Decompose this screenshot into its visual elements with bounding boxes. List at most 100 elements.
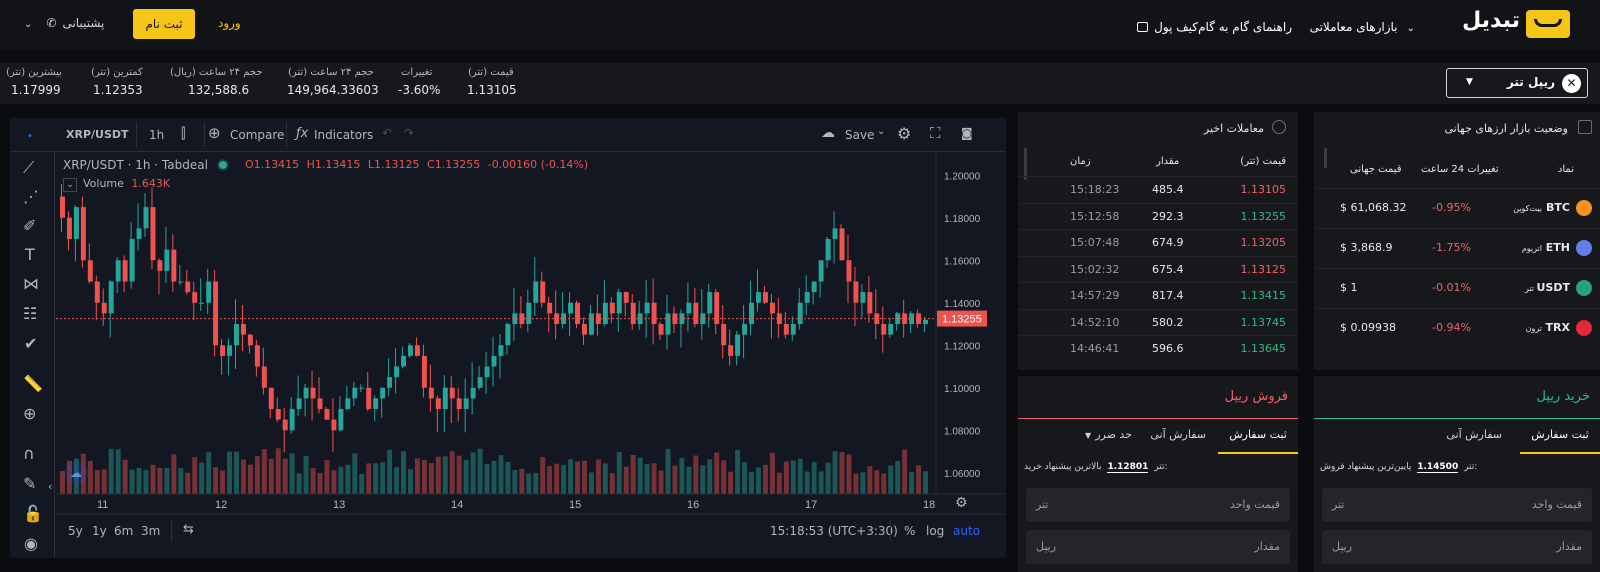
ruler-icon[interactable]: 📏 bbox=[23, 374, 43, 393]
gear-icon[interactable]: ⚙ bbox=[897, 124, 912, 143]
tradingview-logo[interactable]: ☁ bbox=[64, 461, 88, 485]
signup-button[interactable]: ثبت نام bbox=[133, 9, 195, 39]
save-button[interactable]: Save bbox=[845, 128, 875, 142]
scrollbar[interactable] bbox=[1024, 148, 1027, 180]
candle-body bbox=[825, 239, 831, 261]
crosshair-icon[interactable]: • bbox=[27, 131, 33, 142]
sell-amount-input[interactable]: مقدار ریپل bbox=[1026, 530, 1290, 564]
global-market-row[interactable]: ETH اتریوم -1.75% $ 3,868.9 bbox=[1314, 228, 1600, 268]
global-market-row[interactable]: USDT تتر -0.01% $ 1 bbox=[1314, 268, 1600, 308]
buy-tab-instant[interactable]: سفارش آنی bbox=[1446, 420, 1502, 454]
volume-bar bbox=[206, 452, 212, 494]
undo-icon[interactable]: ↶ bbox=[382, 126, 393, 140]
buy-best-value[interactable]: 1.14500 bbox=[1417, 462, 1459, 473]
fullscreen-icon[interactable]: ⛶ bbox=[930, 124, 941, 142]
sell-price-input[interactable]: قیمت واحد تتر bbox=[1026, 488, 1290, 522]
trade-time: 14:52:10 bbox=[1070, 315, 1120, 329]
volume-bar bbox=[143, 470, 149, 494]
chevron-down-icon[interactable]: ⌄ bbox=[63, 178, 77, 192]
check-icon[interactable]: ✔ bbox=[24, 334, 38, 353]
close-icon[interactable]: ✕ bbox=[1562, 74, 1581, 93]
volume-bar bbox=[742, 462, 748, 494]
forecast-icon[interactable]: ☷ bbox=[23, 304, 38, 323]
fx-icon[interactable]: ƒx bbox=[296, 126, 309, 141]
logo[interactable]: تبدیل bbox=[1462, 8, 1592, 42]
range-5y[interactable]: 5y bbox=[68, 524, 83, 538]
legend-title: XRP/USDT · 1h · Tabdeal bbox=[63, 158, 208, 172]
stat-change-value: -3.60% bbox=[398, 83, 441, 97]
clock-time[interactable]: 15:18:53 (UTC+3:30) bbox=[770, 524, 898, 538]
zoom-icon[interactable]: ⊕ bbox=[23, 404, 37, 423]
buy-tab-order[interactable]: ثبت سفارش bbox=[1520, 420, 1600, 454]
volume-bar bbox=[818, 471, 824, 494]
axis-settings-icon[interactable]: ⚙ bbox=[955, 495, 968, 511]
volume-bar bbox=[421, 459, 427, 494]
eye-icon[interactable]: ◉ bbox=[24, 534, 38, 553]
auto-toggle[interactable]: auto bbox=[953, 524, 981, 538]
compare-button[interactable]: Compare bbox=[230, 128, 285, 142]
login-button[interactable]: ورود bbox=[218, 16, 241, 30]
trend-line-icon[interactable]: ⟋ bbox=[23, 158, 35, 177]
scrollbar[interactable] bbox=[1324, 148, 1327, 168]
nav-guide-label: راهنمای گام به گام bbox=[1198, 20, 1292, 34]
collapse-toolbar-icon[interactable]: ‹ bbox=[48, 480, 53, 493]
candle-body bbox=[526, 302, 532, 324]
pattern-icon[interactable]: ⋈ bbox=[23, 274, 39, 293]
range-3m[interactable]: 3m bbox=[141, 524, 161, 538]
candle-body bbox=[533, 281, 539, 303]
divider bbox=[286, 122, 287, 148]
redo-icon[interactable]: ↷ bbox=[404, 126, 415, 140]
global-symbol: TRX bbox=[1545, 321, 1570, 334]
chart-toolbar: XRP/USDT 1h ⫿ ⊕ Compare ƒx Indicators ↶ … bbox=[10, 118, 1006, 152]
pair-selector[interactable]: ✕ ریپل تتر ▼ bbox=[1446, 68, 1588, 98]
date-tick-label: 16 bbox=[687, 499, 699, 511]
price-tick-label: 1.12000 bbox=[944, 341, 981, 352]
price-tick-label: 1.10000 bbox=[944, 384, 981, 395]
plus-circle-icon[interactable]: ⊕ bbox=[208, 124, 221, 142]
lock-pen-icon[interactable]: ✎ bbox=[23, 474, 37, 493]
indicators-button[interactable]: Indicators bbox=[314, 128, 374, 142]
fib-icon[interactable]: ⋰ bbox=[23, 187, 39, 206]
symbol-search[interactable]: XRP/USDT bbox=[66, 128, 129, 141]
brush-icon[interactable]: ✐ bbox=[23, 216, 37, 235]
buy-amount-input[interactable]: مقدار ریپل bbox=[1322, 530, 1592, 564]
stat-volume-rial-label: حجم ۲۴ ساعت (ریال) bbox=[170, 67, 263, 78]
volume-bar bbox=[630, 454, 636, 494]
magnet-icon[interactable]: ∩ bbox=[23, 444, 35, 463]
sell-tab-stoploss[interactable]: ▼ حد ضرر bbox=[1085, 420, 1132, 454]
buy-price-input[interactable]: قیمت واحد تتر bbox=[1322, 488, 1592, 522]
camera-icon[interactable]: ◙ bbox=[961, 126, 973, 140]
phone-icon: ✆ bbox=[46, 16, 57, 30]
sell-tab-instant[interactable]: سفارش آنی bbox=[1150, 420, 1206, 454]
log-toggle[interactable]: log bbox=[926, 524, 945, 538]
nav-guide[interactable]: راهنمای گام به گام bbox=[1198, 16, 1292, 35]
stat-low-value: 1.12353 bbox=[93, 83, 143, 97]
volume-bar bbox=[540, 456, 546, 494]
trade-amount: 485.4 bbox=[1152, 183, 1184, 196]
percent-toggle[interactable]: % bbox=[904, 524, 916, 538]
trade-time: 15:02:32 bbox=[1070, 262, 1120, 276]
date-range-icon[interactable]: ⇆ bbox=[183, 522, 194, 537]
price-chart[interactable]: 1.20000 1.18000 1.16000 1.14000 1.12000 1.100… bbox=[10, 118, 1006, 558]
sell-best-value[interactable]: 1.12801 bbox=[1107, 462, 1149, 473]
interval-button[interactable]: 1h bbox=[149, 128, 165, 142]
candle-body bbox=[296, 398, 302, 409]
candle-body bbox=[575, 302, 580, 324]
global-market-row[interactable]: TRX ترون -0.94% $ 0.09938 bbox=[1314, 308, 1600, 348]
range-6m[interactable]: 6m bbox=[114, 524, 134, 538]
text-tool-icon[interactable]: T bbox=[25, 245, 35, 264]
range-1y[interactable]: 1y bbox=[92, 524, 107, 538]
support-menu[interactable]: ⌄ ✆ پشتیبانی bbox=[24, 16, 104, 30]
candles-icon[interactable]: ⫿ bbox=[181, 126, 186, 142]
chevron-down-icon[interactable]: ⌄ bbox=[877, 126, 886, 137]
divider bbox=[136, 122, 137, 148]
nav-markets[interactable]: بازارهای معاملاتی ⌄ bbox=[1310, 16, 1415, 35]
volume-bar bbox=[435, 456, 441, 494]
sell-tab-order[interactable]: ثبت سفارش bbox=[1218, 420, 1298, 454]
legend-high: H1.13415 bbox=[306, 158, 361, 171]
global-market-row[interactable]: BTC بیت‌کوین -0.95% $ 61,068.32 bbox=[1314, 188, 1600, 228]
volume-bar bbox=[463, 459, 469, 494]
lock-icon[interactable]: 🔓 bbox=[23, 504, 43, 523]
nav-wallet[interactable]: کیف پول bbox=[1137, 16, 1198, 35]
global-symbol: USDT bbox=[1536, 281, 1571, 294]
